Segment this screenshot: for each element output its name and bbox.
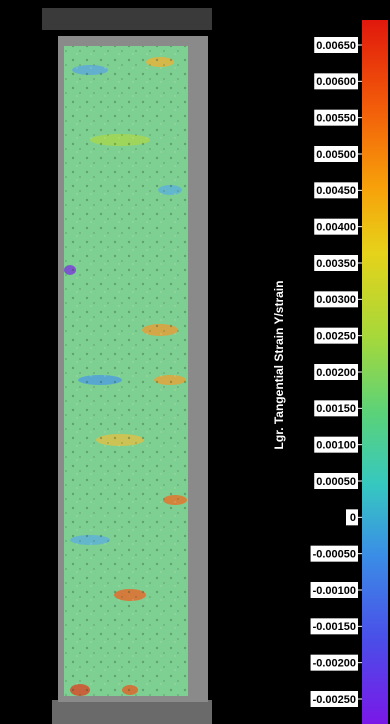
colorbar — [362, 20, 388, 724]
colorbar-label: Lgr. Tangential Strain Y/strain — [272, 281, 286, 450]
tick: -0.00050 — [310, 545, 362, 562]
tick-label-box — [314, 291, 358, 308]
tick: -0.00200 — [310, 654, 362, 671]
bottom-grip — [52, 700, 212, 724]
tick-label-box — [314, 400, 358, 417]
tick-label: 0.00500 — [316, 149, 356, 161]
tick: 0.00600 — [314, 73, 362, 90]
tick-label: 0 — [350, 512, 356, 524]
tick-label: 0.00350 — [316, 258, 356, 270]
top-grip — [42, 8, 212, 30]
tick: 0.00100 — [314, 436, 362, 453]
tick: -0.00250 — [310, 691, 362, 707]
tick: 0.00200 — [314, 364, 362, 380]
tick: 0.00300 — [314, 291, 362, 308]
tick-label: 0.00300 — [316, 294, 356, 306]
tick-label-box — [314, 473, 358, 489]
tick: -0.00100 — [310, 582, 362, 598]
tick: 0.00150 — [314, 400, 362, 417]
tick-label: 0.00450 — [316, 185, 356, 197]
tick-label: -0.00100 — [313, 585, 356, 597]
tick-label: 0.00600 — [316, 76, 356, 88]
tick-label-box — [346, 509, 358, 526]
tick: 0.00400 — [314, 218, 362, 235]
tick-label: -0.00050 — [313, 549, 356, 561]
tick-label: 0.00250 — [316, 331, 356, 343]
tick-label-box — [314, 218, 358, 235]
tick-label-box — [314, 146, 358, 162]
tick: -0.00150 — [310, 618, 362, 635]
tick: 0.00650 — [314, 37, 362, 53]
tick-label-box — [314, 73, 358, 90]
tick: 0.00550 — [314, 109, 362, 126]
tick-label-box — [314, 37, 358, 53]
speckle-pattern — [64, 46, 188, 696]
tick: 0.00350 — [314, 255, 362, 271]
tick-label: -0.00200 — [313, 658, 356, 670]
tick: 0.00450 — [314, 182, 362, 199]
tick: 0.00500 — [314, 146, 362, 162]
tick-label-box — [314, 436, 358, 453]
tick: 0.00050 — [314, 473, 362, 489]
tick-label: 0.00550 — [316, 113, 356, 125]
tick-label: 0.00150 — [316, 403, 356, 415]
tick: 0 — [346, 509, 362, 526]
colorbar-ticks: 0.00650 0.00600 0.00550 0.00500 0.00450 0.004… — [310, 37, 362, 707]
tick-label: 0.00050 — [316, 476, 356, 488]
tick-label-box — [310, 618, 358, 635]
tick-label-box — [310, 654, 358, 671]
tick-label-box — [314, 327, 358, 344]
tick-label: -0.00150 — [313, 621, 356, 633]
tick-label: 0.00400 — [316, 222, 356, 234]
tick-label: 0.00650 — [316, 40, 356, 52]
tick-label-box — [314, 182, 358, 199]
tick-label-box — [310, 691, 358, 707]
tick-label-box — [310, 582, 358, 598]
tick-label-box — [314, 364, 358, 380]
tick-label-box — [310, 545, 358, 562]
tick-label: 0.00200 — [316, 367, 356, 379]
tick-label-box — [314, 109, 358, 126]
tick-label-box — [314, 255, 358, 271]
tick-label: -0.00250 — [313, 694, 356, 706]
tick-label: 0.00100 — [316, 440, 356, 452]
tick: 0.00250 — [314, 327, 362, 344]
